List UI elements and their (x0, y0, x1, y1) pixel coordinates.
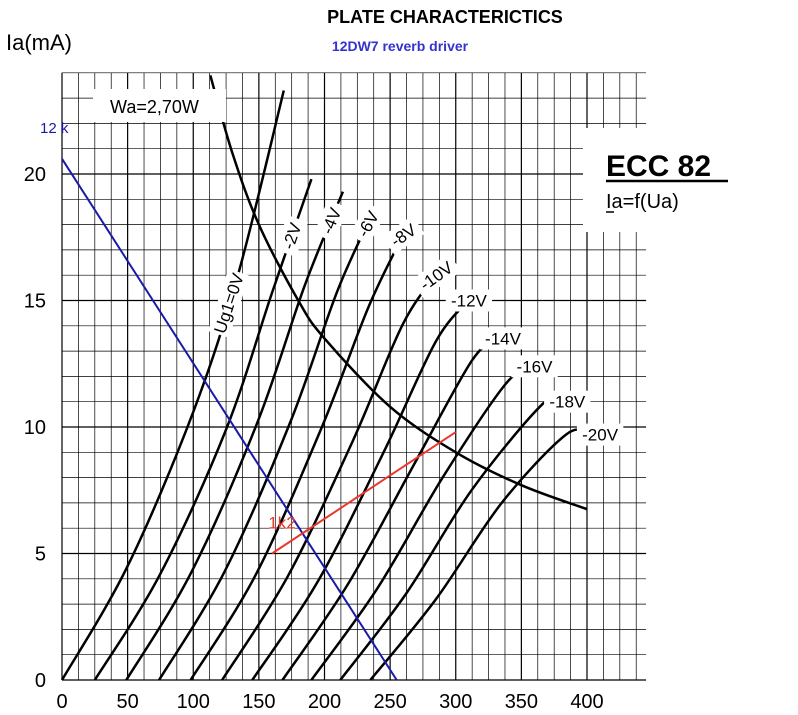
tube-name: ECC 82 (606, 150, 711, 183)
power-label-box: Wa=2,70W (93, 89, 226, 122)
load-line-labels: 12 k 1k2 (40, 120, 296, 533)
grid-curve (60, 90, 286, 681)
curve-label-background (349, 202, 387, 246)
y-tick-label: 5 (35, 544, 46, 566)
chart-subtitle: 12DW7 reverb driver (332, 38, 469, 54)
grid-curve (93, 178, 313, 681)
grid-curve (221, 269, 442, 681)
y-tick-labels: 0 5 10 15 20 (24, 164, 46, 692)
grid-curve (125, 191, 345, 681)
x-tick-label: 300 (439, 691, 472, 713)
load-line (271, 431, 457, 555)
curve-label: Ug1=0V (208, 268, 250, 338)
x-tick-label: 0 (56, 691, 67, 713)
x-tick-label: 200 (308, 691, 341, 713)
curve-label-text: -12V (451, 292, 488, 311)
curve-label-background (275, 215, 309, 257)
x-tick-label: 400 (570, 691, 603, 713)
power-label: Wa=2,70W (110, 97, 199, 117)
y-tick-label: 0 (35, 670, 46, 692)
grid-curve (369, 428, 590, 681)
grid-curve (281, 337, 499, 681)
curve-label-background (313, 199, 349, 242)
grid-curve (158, 208, 376, 681)
x-tick-label: 250 (373, 691, 406, 713)
curve-label: -4V (313, 199, 349, 242)
x-tick-label: 150 (242, 691, 275, 713)
curve-label-text: -16V (517, 357, 554, 376)
curve-label-text: -18V (549, 393, 586, 412)
y-axis-label: Ia(mA) (6, 30, 72, 55)
curve-label: -14V (479, 327, 527, 350)
power-dissipation-curve (209, 74, 588, 511)
curve-label-text: -14V (485, 329, 522, 348)
tube-info-box: ECC 82 Ia=f(Ua) (583, 128, 741, 232)
curve-label-background (576, 423, 624, 446)
load-line-label: 12 k (40, 120, 69, 137)
grid-curve (251, 299, 470, 681)
curve-label: -8V (381, 215, 425, 255)
curve-label: -6V (349, 202, 387, 246)
curve-label-background (479, 327, 527, 350)
curve-label-background (544, 390, 591, 413)
curve-label: -18V (544, 390, 591, 413)
x-tick-label: 100 (177, 691, 210, 713)
x-tick-label: 50 (117, 691, 139, 713)
load-line-label: 1k2 (268, 514, 295, 533)
curve-label: -20V (576, 423, 624, 446)
grid-curve (189, 229, 408, 681)
curve-label-background (511, 355, 558, 378)
curve-label-background (208, 268, 250, 338)
curve-label: -2V (275, 215, 309, 257)
y-tick-label: 15 (24, 291, 46, 313)
grid-voltage-curves (60, 90, 590, 681)
curve-label-background (381, 215, 425, 255)
grid-curve (310, 365, 536, 681)
curve-label: -16V (511, 355, 558, 378)
load-line (61, 158, 398, 681)
tube-relation: Ia=f(Ua) (606, 191, 679, 213)
curve-label-background (410, 253, 462, 299)
y-tick-label: 10 (24, 417, 46, 439)
curve-label-background (445, 289, 493, 312)
grid (61, 72, 647, 681)
load-lines (61, 158, 457, 681)
y-tick-label: 20 (24, 164, 46, 186)
x-tick-label: 350 (505, 691, 538, 713)
curve-label-text: -20V (582, 426, 619, 445)
x-tick-labels: 0 50 100 150 200 250 300 350 400 (56, 691, 603, 713)
curve-labels: Ug1=0V-2V -4V -6V -8V-10V-12V-14V-16V-18V-2… (208, 199, 624, 446)
chart-title: PLATE CHARACTERICTICS (327, 7, 563, 27)
curve-label: -12V (445, 289, 493, 312)
